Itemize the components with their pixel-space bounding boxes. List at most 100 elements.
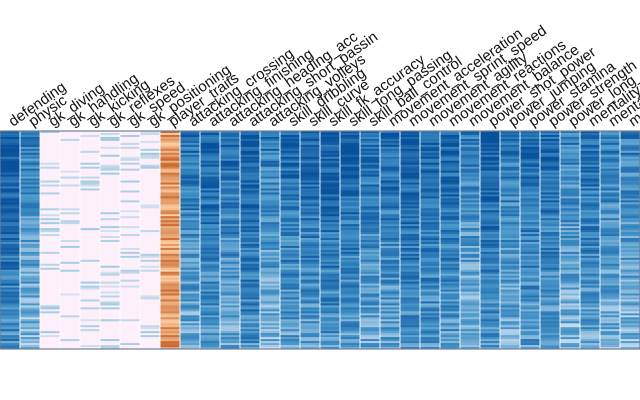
heatmap-cell (80, 249, 100, 253)
heatmap-cell (340, 208, 360, 211)
heatmap-cell (400, 182, 420, 185)
heatmap-cell (520, 188, 540, 191)
heatmap-cell (300, 222, 320, 225)
heatmap-cell (400, 146, 420, 150)
heatmap-cell (480, 194, 500, 197)
heatmap-cell (420, 285, 440, 288)
heatmap-cell (540, 249, 560, 253)
heatmap-cell (280, 277, 300, 281)
heatmap-cell (400, 313, 420, 316)
heatmap-cell (20, 160, 40, 164)
heatmap-cell (60, 333, 80, 336)
heatmap-cell (380, 238, 400, 241)
heatmap-cell (0, 154, 20, 158)
heatmap-cell (240, 243, 260, 247)
heatmap-cell (200, 152, 220, 156)
heatmap-cell (0, 218, 20, 221)
heatmap-cell (80, 150, 100, 154)
heatmap-cell (400, 238, 420, 241)
heatmap-cell (260, 271, 280, 275)
heatmap-cell (420, 216, 440, 219)
heatmap-cell (180, 277, 200, 281)
heatmap-cell (440, 321, 460, 324)
heatmap-cell (400, 319, 420, 322)
heatmap-cell (180, 166, 200, 170)
heatmap-cell (120, 303, 140, 306)
heatmap-cell (240, 196, 260, 199)
heatmap-cell (580, 271, 600, 275)
heatmap-cell (20, 319, 40, 322)
heatmap-cell (400, 269, 420, 273)
heatmap-cell (440, 243, 460, 247)
heatmap-cell (540, 319, 560, 322)
heatmap-cell (80, 295, 100, 298)
heatmap-cell (60, 255, 80, 259)
heatmap-cell (120, 293, 140, 296)
heatmap-cell (220, 136, 240, 140)
heatmap-cell (80, 265, 100, 269)
heatmap-cell (160, 263, 180, 267)
heatmap-cell (360, 190, 380, 193)
heatmap-cell (260, 240, 280, 243)
heatmap-cell (260, 341, 280, 344)
heatmap-cell (220, 228, 240, 231)
heatmap-cell (400, 343, 420, 346)
heatmap-cell (340, 341, 360, 344)
heatmap-cell (340, 339, 360, 342)
heatmap-cell (300, 132, 320, 136)
heatmap-cell (380, 232, 400, 235)
heatmap-cell (160, 325, 180, 328)
heatmap-cell (300, 297, 320, 300)
heatmap-cell (380, 295, 400, 298)
heatmap-cell (340, 152, 360, 156)
heatmap-cell (180, 202, 200, 205)
heatmap-cell (580, 241, 600, 245)
heatmap-cell (300, 148, 320, 152)
heatmap-cell (500, 216, 520, 219)
heatmap-cell (80, 194, 100, 197)
heatmap-cell (480, 190, 500, 193)
heatmap-cell (220, 283, 240, 286)
heatmap-cell (500, 291, 520, 294)
heatmap-cell (460, 291, 480, 294)
heatmap-cell (460, 202, 480, 205)
heatmap-cell (40, 234, 60, 237)
heatmap-cell (460, 136, 480, 140)
heatmap-cell (60, 257, 80, 261)
heatmap-cell (560, 301, 580, 304)
heatmap-cell (520, 140, 540, 144)
heatmap-cell (180, 323, 200, 326)
heatmap-cell (600, 247, 620, 251)
heatmap-cell (400, 255, 420, 259)
heatmap-cell (500, 265, 520, 269)
heatmap-cell (60, 234, 80, 237)
heatmap-cell (140, 247, 160, 251)
heatmap-cell (60, 291, 80, 294)
heatmap-cell (220, 236, 240, 239)
heatmap-cell (0, 228, 20, 231)
heatmap-cell (440, 184, 460, 187)
heatmap-cell (0, 325, 20, 328)
heatmap-cell (340, 228, 360, 231)
heatmap-cell (240, 305, 260, 308)
heatmap-cell (200, 208, 220, 211)
heatmap-cell (240, 245, 260, 249)
heatmap-cell (40, 194, 60, 197)
heatmap-cell (400, 337, 420, 340)
heatmap-cell (180, 289, 200, 292)
heatmap-cell (260, 267, 280, 271)
heatmap-cell (20, 202, 40, 205)
heatmap-cell (180, 132, 200, 136)
heatmap-cell (180, 271, 200, 275)
heatmap-cell (380, 196, 400, 199)
heatmap-cell (320, 222, 340, 225)
heatmap-cell (460, 164, 480, 168)
heatmap-cell (360, 313, 380, 316)
heatmap-cell (380, 307, 400, 310)
heatmap-cell (40, 240, 60, 243)
heatmap-cell (480, 279, 500, 283)
heatmap-cell (500, 247, 520, 251)
heatmap-cell (220, 261, 240, 265)
heatmap-cell (100, 317, 120, 320)
heatmap-cell (100, 140, 120, 144)
